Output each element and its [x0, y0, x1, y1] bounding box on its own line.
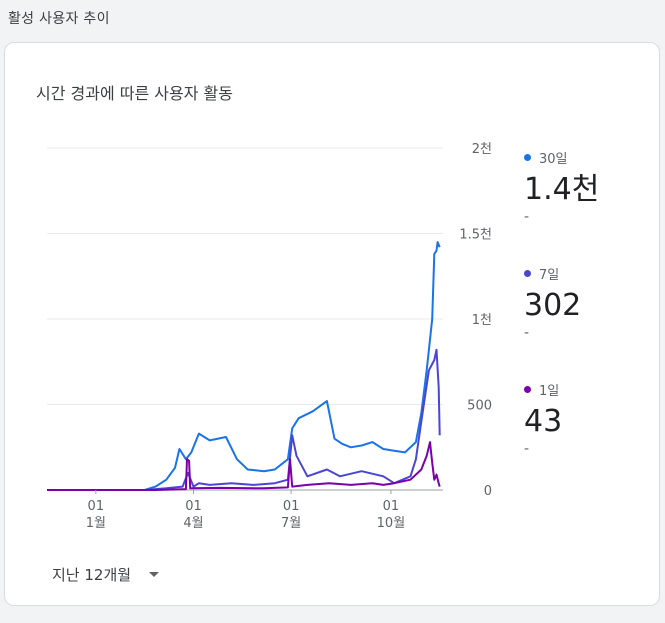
x-tick-day: 01 — [283, 499, 300, 514]
card-title: 시간 경과에 따른 사용자 활동 — [36, 84, 233, 103]
stat-value: 302 — [524, 288, 582, 323]
series-line — [47, 241, 441, 491]
series-dot-icon — [524, 154, 531, 161]
date-range-dropdown[interactable]: 지난 12개월 — [52, 564, 160, 585]
series-dot-icon — [524, 270, 531, 277]
grid-lines — [47, 147, 443, 491]
stat-value: 1.4천 — [524, 172, 600, 207]
x-tick-day: 01 — [88, 499, 105, 514]
stat-30-day: 30일 1.4천 - — [524, 148, 599, 225]
y-tick-label: 500 — [467, 399, 492, 414]
stat-change: - — [524, 209, 530, 225]
stat-7-day: 7일 302 - — [524, 264, 581, 341]
series-dot-icon — [524, 386, 531, 393]
stat-label: 1일 — [539, 384, 560, 399]
x-axis-ticks: 01 1월 01 4월 01 7월 01 10월 — [86, 490, 405, 531]
x-tick-month: 10월 — [377, 516, 406, 531]
y-tick-label: 1천 — [472, 313, 492, 328]
series-line — [47, 348, 441, 491]
active-users-card — [4, 42, 660, 606]
stat-label: 30일 — [539, 152, 568, 167]
x-tick-month: 4월 — [183, 516, 203, 531]
stat-label: 7일 — [539, 268, 560, 283]
series-lines — [47, 241, 441, 491]
series-line — [47, 441, 441, 491]
y-axis-ticks: 0 500 1천 1.5천 2천 — [459, 142, 492, 499]
y-tick-label: 1.5천 — [459, 228, 492, 243]
section-title: 활성 사용자 추이 — [8, 11, 110, 27]
chevron-down-icon — [149, 572, 160, 577]
x-tick-month: 7월 — [281, 516, 301, 531]
stat-change: - — [524, 325, 530, 341]
x-tick-month: 1월 — [86, 516, 106, 531]
x-tick-day: 01 — [383, 499, 400, 514]
stat-change: - — [524, 441, 530, 457]
stat-value: 43 — [524, 404, 563, 439]
stat-1-day: 1일 43 - — [524, 380, 562, 457]
date-range-label: 지난 12개월 — [52, 566, 132, 584]
y-tick-label: 2천 — [472, 142, 492, 157]
x-tick-day: 01 — [185, 499, 202, 514]
y-tick-label: 0 — [484, 484, 492, 499]
